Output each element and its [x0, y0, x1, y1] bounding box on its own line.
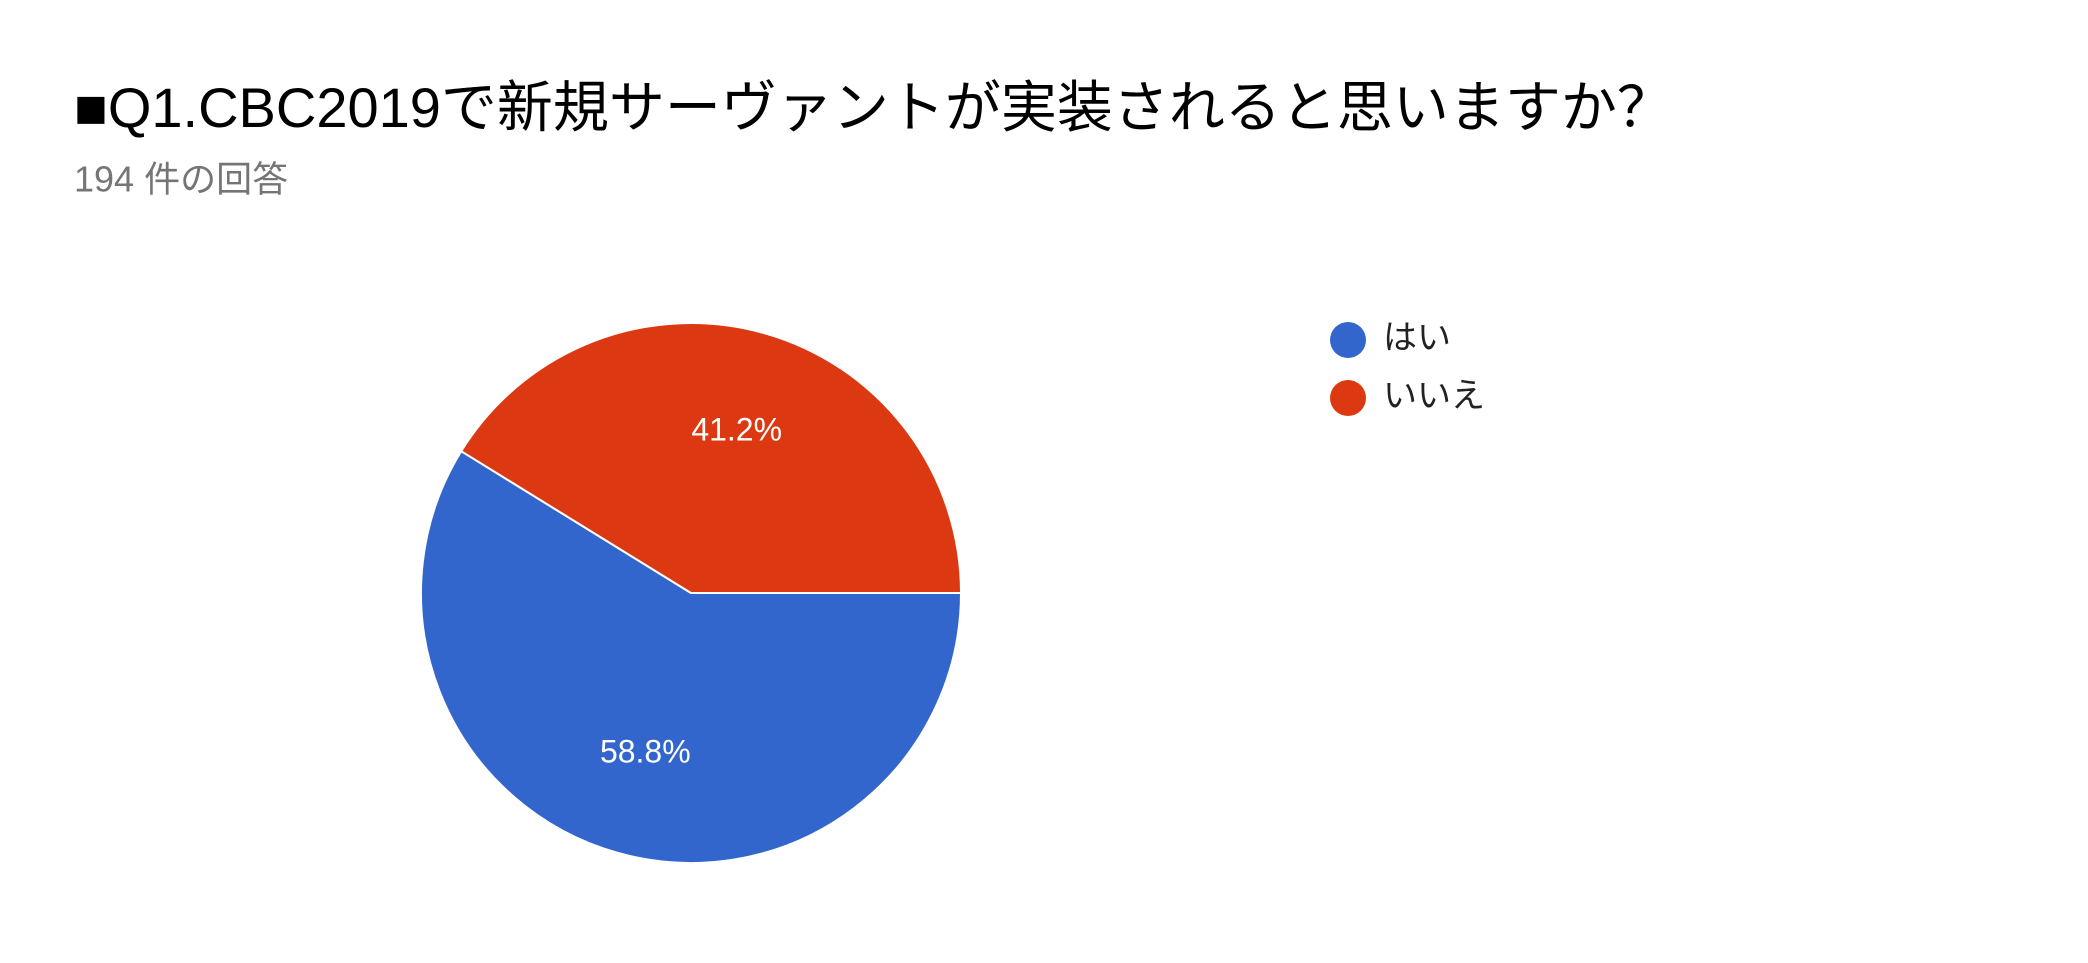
legend-label: はい	[1383, 319, 1451, 357]
chart-title: ■Q1.CBC2019で新規サーヴァントが実装されると思いますか？	[74, 76, 1673, 139]
data-label: 58.8%	[600, 733, 691, 769]
legend-marker	[1330, 322, 1366, 358]
pie-slice	[420, 449, 963, 864]
legend-label: いいえ	[1383, 377, 1485, 415]
legend-marker	[1330, 380, 1366, 416]
data-label: 41.2%	[691, 411, 782, 447]
pie-slice	[459, 322, 963, 594]
chart-subtitle: 194 件の回答	[74, 159, 288, 200]
